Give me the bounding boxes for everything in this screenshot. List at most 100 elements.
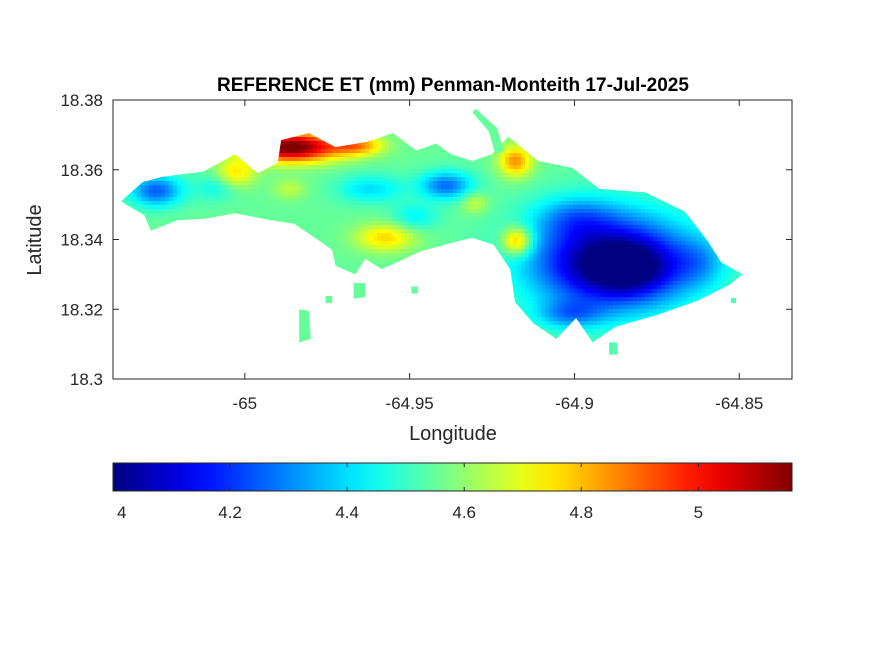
heatmap-cell (425, 213, 430, 218)
heatmap-cell (337, 169, 342, 174)
heatmap-cell (393, 141, 398, 146)
heatmap-cell (521, 221, 526, 226)
heatmap-cell (369, 173, 374, 178)
heatmap-cell (665, 205, 670, 210)
heatmap-cell (561, 225, 566, 230)
heatmap-cell (361, 173, 366, 178)
heatmap-cell (229, 185, 234, 190)
heatmap-cell (225, 189, 230, 194)
heatmap-cell (309, 205, 314, 210)
heatmap-cell (505, 213, 510, 218)
heatmap-cell (209, 201, 214, 206)
heatmap-cell (429, 169, 434, 174)
heatmap-cell (657, 225, 662, 230)
heatmap-cell (381, 205, 386, 210)
heatmap-cell (301, 173, 306, 178)
heatmap-cell (329, 189, 334, 194)
heatmap-cell (441, 181, 446, 186)
heatmap-cell (537, 205, 542, 210)
heatmap-cell (417, 249, 422, 254)
heatmap-cell (665, 233, 670, 238)
heatmap-cell (169, 193, 174, 198)
heatmap-cell (289, 189, 294, 194)
heatmap-cell (297, 209, 302, 214)
heatmap-cell (393, 229, 398, 234)
heatmap-cell (405, 205, 410, 210)
heatmap-cell (377, 237, 382, 242)
heatmap-cell (509, 169, 514, 174)
heatmap-cell (677, 237, 682, 242)
heatmap-cell (481, 205, 486, 210)
heatmap-cell (561, 185, 566, 190)
heatmap-cell (377, 245, 382, 250)
heatmap-cell (497, 181, 502, 186)
heatmap-cell (417, 221, 422, 226)
heatmap-cell (637, 225, 642, 230)
heatmap-cell (685, 217, 690, 222)
heatmap-cell (361, 161, 366, 166)
heatmap-cell (217, 161, 222, 166)
heatmap-cell (441, 237, 446, 242)
heatmap-cell (637, 249, 642, 254)
heatmap-cell (369, 189, 374, 194)
heatmap-cell (237, 169, 242, 174)
heatmap-cell (257, 193, 262, 198)
heatmap-cell (309, 173, 314, 178)
heatmap-cell (249, 201, 254, 206)
heatmap-cell (417, 233, 422, 238)
heatmap-cell (417, 201, 422, 206)
heatmap-cell (461, 161, 466, 166)
heatmap-cell (253, 177, 258, 182)
heatmap-cell (489, 229, 494, 234)
heatmap-cell (385, 141, 390, 146)
heatmap-cell (425, 221, 430, 226)
heatmap-cell (285, 201, 290, 206)
heatmap-cell (445, 233, 450, 238)
heatmap-cell (489, 197, 494, 202)
heatmap-cell (333, 185, 338, 190)
heatmap-cell (413, 161, 418, 166)
heatmap-cell (437, 173, 442, 178)
heatmap-cell (289, 217, 294, 222)
heatmap-cell (345, 221, 350, 226)
heatmap-cell (557, 217, 562, 222)
heatmap-cell (453, 165, 458, 170)
heatmap-cell (509, 153, 514, 158)
heatmap-cell (329, 181, 334, 186)
heatmap-cell (681, 249, 686, 254)
heatmap-cell (565, 233, 570, 238)
heatmap-cell (557, 245, 562, 250)
heatmap-cell (329, 145, 334, 150)
heatmap-cell (353, 233, 358, 238)
plot-area: -65 -64.95 -64.9 -64.85 18.318.3218.3418.36… (60, 91, 793, 413)
heatmap-cell (205, 173, 210, 178)
heatmap-cell (653, 225, 658, 230)
heatmap-cell (525, 237, 530, 242)
heatmap-cell (157, 181, 162, 186)
heatmap-cell (201, 201, 206, 206)
heatmap-cell (529, 181, 534, 186)
heatmap-cell (249, 169, 254, 174)
heatmap-cell (565, 185, 570, 190)
heatmap-cell (569, 217, 574, 222)
heatmap-cell (317, 165, 322, 170)
heatmap-cell (381, 189, 386, 194)
heatmap-cell (381, 169, 386, 174)
heatmap-cell (413, 177, 418, 182)
heatmap-cell (553, 185, 558, 190)
heatmap-cell (389, 249, 394, 254)
heatmap-cell (389, 137, 394, 142)
heatmap-cell (293, 173, 298, 178)
heatmap-cell (149, 189, 154, 194)
heatmap-cell (433, 153, 438, 158)
heatmap-cell (533, 165, 538, 170)
heatmap-cell (597, 205, 602, 210)
heatmap-cell (585, 201, 590, 206)
heatmap-cell (557, 249, 562, 254)
heatmap-cell (305, 197, 310, 202)
heatmap-cell (557, 221, 562, 226)
heatmap-cell (537, 221, 542, 226)
heatmap-cell (601, 197, 606, 202)
heatmap-cell (629, 217, 634, 222)
heatmap-cell (469, 185, 474, 190)
